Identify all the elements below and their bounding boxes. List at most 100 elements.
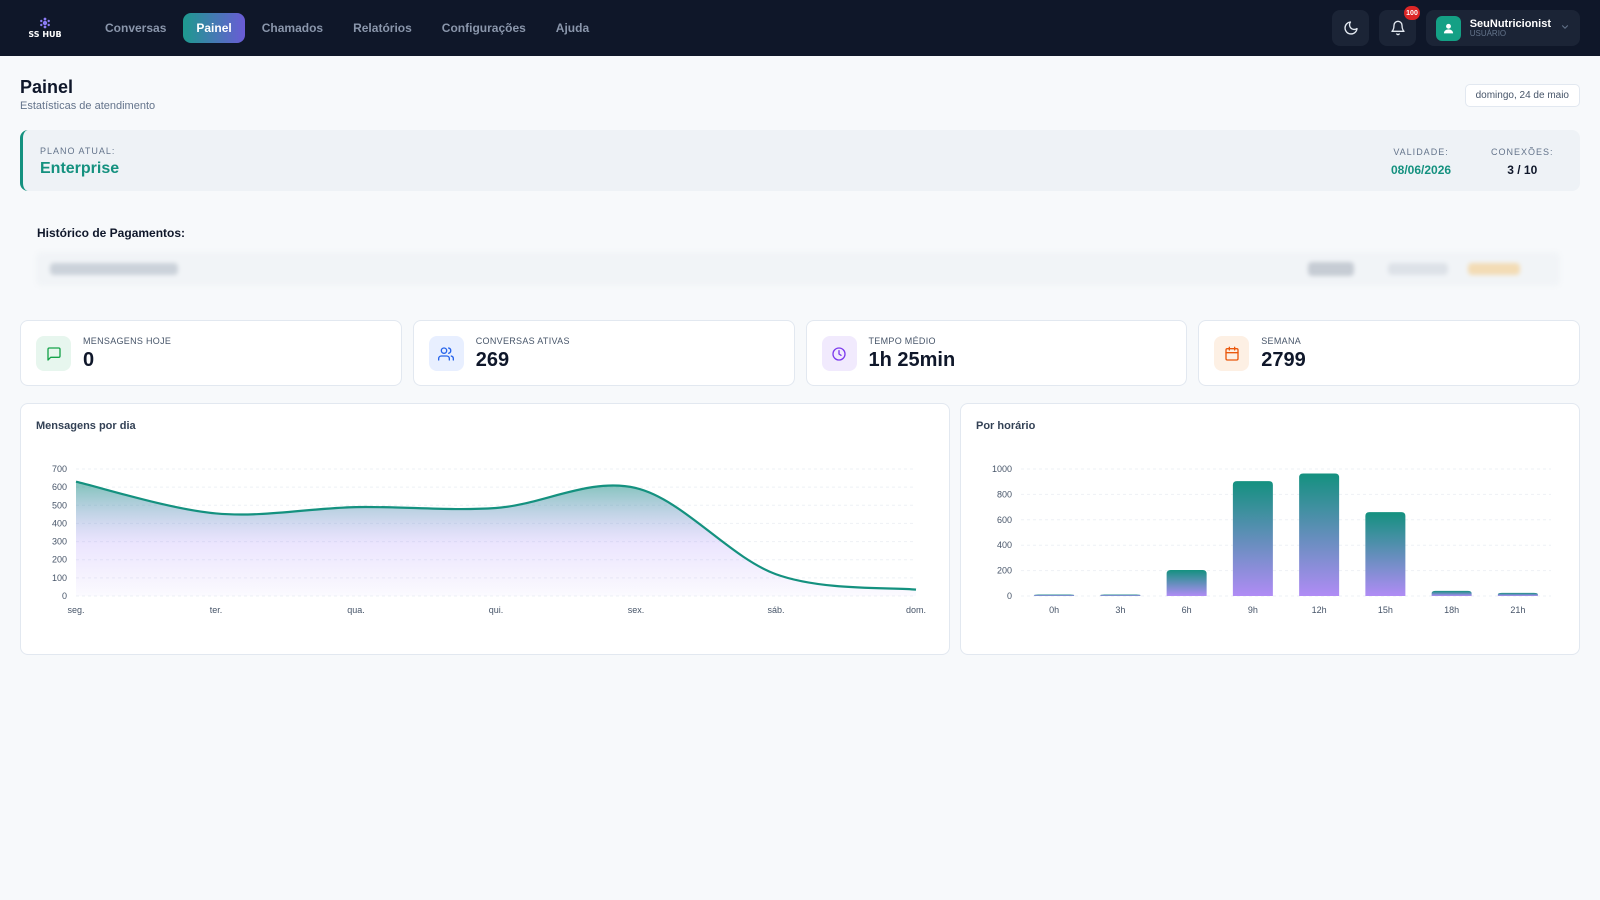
y-tick-label: 200 <box>52 555 67 565</box>
stat-card-semana: SEMANA 2799 <box>1198 320 1580 386</box>
conexoes-label: CONEXÕES: <box>1491 147 1554 157</box>
page-title: Painel <box>20 77 74 97</box>
y-tick-label: 0 <box>1007 591 1012 601</box>
bar-21h <box>1497 592 1538 596</box>
plan-name: Enterprise <box>40 160 120 177</box>
bar-3h <box>1100 594 1141 596</box>
hourly-chart-title: Por horário <box>976 420 1036 432</box>
avatar <box>1436 15 1461 41</box>
x-tick-label: qui. <box>489 605 504 615</box>
y-tick-label: 400 <box>52 518 67 528</box>
x-tick-label: 12h <box>1312 605 1327 615</box>
stat-icon-box <box>1214 336 1250 371</box>
payments-title: Histórico de Pagamentos: <box>37 226 186 240</box>
bar-6h <box>1166 569 1207 596</box>
logo-icon <box>40 17 50 29</box>
calendar-icon <box>1225 346 1239 361</box>
stat-label: CONVERSAS ATIVAS <box>475 336 570 346</box>
blurred-amount <box>1308 262 1354 276</box>
y-tick-label: 1000 <box>992 464 1012 474</box>
y-tick-label: 600 <box>52 482 67 492</box>
current-date: domingo, 24 de maio <box>1464 84 1580 107</box>
plan-banner: PLANO ATUAL: Enterprise VALIDADE: 08/06/… <box>20 130 1580 191</box>
stat-card-conversas-ativas: CONVERSAS ATIVAS 269 <box>412 320 795 386</box>
x-tick-label: sáb. <box>767 605 784 615</box>
logo[interactable]: SS HUB <box>28 12 62 44</box>
x-tick-label: 18h <box>1444 605 1459 615</box>
y-tick-label: 800 <box>997 489 1012 499</box>
x-tick-label: 3h <box>1115 605 1125 615</box>
stat-card-mensagens-hoje: MENSAGENS HOJE 0 <box>20 320 402 386</box>
validade-value: 08/06/2026 <box>1391 163 1452 177</box>
x-tick-label: 21h <box>1510 605 1525 615</box>
x-tick-label: sex. <box>628 605 645 615</box>
x-tick-label: ter. <box>210 605 223 615</box>
nav-item-painel[interactable]: Painel <box>183 13 245 43</box>
user-icon <box>1443 23 1453 33</box>
stat-icon-box <box>36 336 71 371</box>
user-menu[interactable]: SeuNutricionist USUÁRIO <box>1426 10 1580 46</box>
y-tick-label: 400 <box>997 540 1012 550</box>
page-subtitle: Estatísticas de atendimento <box>20 100 156 112</box>
daily-messages-chart: 0 100 200 300 400 500 600 700 seg. ter. qua. qui. se… <box>52 464 926 615</box>
blurred-date <box>1388 263 1448 275</box>
moon-icon <box>1343 21 1358 35</box>
stat-icon-box <box>428 336 464 371</box>
user-role: USUÁRIO <box>1469 28 1507 38</box>
hourly-chart-card: Por horário 0 200 400 600 800 1000 0h 3h 6h 9h 12h… <box>960 403 1580 655</box>
y-tick-label: 300 <box>52 537 67 547</box>
stat-card-tempo-medio: TEMPO MÉDIO 1h 25min <box>805 320 1188 386</box>
blurred-status <box>1468 263 1520 275</box>
conexoes-value: 3 / 10 <box>1507 163 1538 177</box>
x-tick-label: qua. <box>347 605 365 615</box>
x-tick-label: seg. <box>67 605 84 615</box>
payment-row-blurred <box>36 252 1560 286</box>
hourly-messages-chart: 0 200 400 600 800 1000 0h 3h 6h 9h 12h 15h 18h 21h <box>992 464 1551 615</box>
users-icon <box>438 346 455 361</box>
nav-item-configuracoes[interactable]: Configurações <box>441 21 526 35</box>
x-tick-label: 6h <box>1182 605 1192 615</box>
y-tick-label: 100 <box>52 573 67 583</box>
y-tick-label: 600 <box>997 515 1012 525</box>
plan-label: PLANO ATUAL: <box>40 146 116 156</box>
nav-item-relatorios[interactable]: Relatórios <box>353 21 412 35</box>
nav-actions: 100 SeuNutricionist USUÁRIO <box>1332 6 1580 46</box>
stat-label: MENSAGENS HOJE <box>83 336 172 346</box>
x-tick-label: 0h <box>1049 605 1059 615</box>
series-line <box>75 480 917 591</box>
stats-row: MENSAGENS HOJE 0 CONVERSAS ATIVAS 269 TE… <box>20 320 1580 386</box>
stat-value: 1h 25min <box>868 349 956 371</box>
main-nav: Conversas Painel Chamados Relatórios Con… <box>92 13 602 43</box>
validade-label: VALIDADE: <box>1393 147 1449 157</box>
y-tick-label: 200 <box>997 566 1012 576</box>
user-info: SeuNutricionist USUÁRIO <box>1470 18 1551 39</box>
logo-text: SS HUB <box>28 30 62 39</box>
x-tick-label: 15h <box>1378 605 1393 615</box>
theme-toggle-button[interactable] <box>1332 10 1369 46</box>
blurred-description <box>50 263 178 275</box>
y-tick-label: 0 <box>62 591 67 601</box>
stat-label: SEMANA <box>1261 336 1302 346</box>
user-name: SeuNutricionist <box>1469 17 1551 30</box>
area-fill <box>76 481 916 596</box>
bar-0h <box>1034 594 1075 596</box>
stat-value: 0 <box>83 349 95 371</box>
notification-badge: 100 <box>1404 6 1420 20</box>
x-tick-label: 9h <box>1248 605 1258 615</box>
chevron-down-icon <box>1560 19 1570 37</box>
bar-12h <box>1299 473 1340 596</box>
nav-item-ajuda[interactable]: Ajuda <box>555 21 590 35</box>
bell-icon <box>1390 20 1405 36</box>
clock-icon <box>832 346 846 361</box>
notifications-button[interactable]: 100 <box>1379 6 1420 46</box>
y-tick-label: 500 <box>52 500 67 510</box>
nav-item-chamados[interactable]: Chamados <box>261 21 324 35</box>
stat-value: 269 <box>475 349 510 371</box>
x-tick-label: dom. <box>906 605 926 615</box>
stat-icon-box <box>821 336 857 371</box>
stat-label: TEMPO MÉDIO <box>868 336 936 346</box>
plan-validade: VALIDADE: 08/06/2026 <box>1391 147 1451 177</box>
nav-item-conversas[interactable]: Conversas <box>105 21 167 35</box>
bar-15h <box>1365 512 1406 596</box>
bar-9h <box>1232 481 1273 596</box>
